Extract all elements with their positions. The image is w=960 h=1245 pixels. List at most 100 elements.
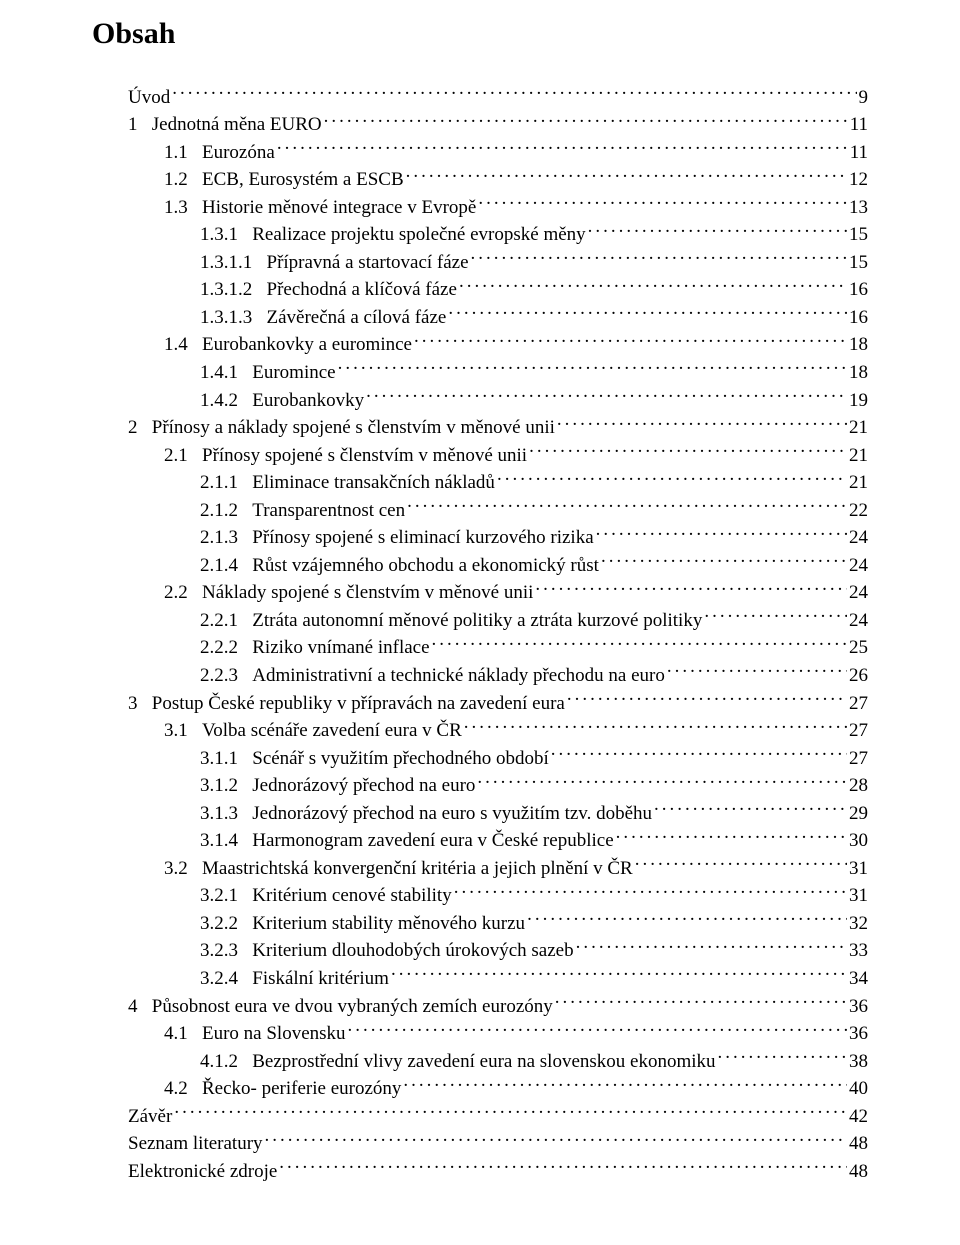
toc-entry-page: 36 bbox=[849, 993, 868, 1021]
toc-entry-page: 18 bbox=[849, 331, 868, 359]
toc-entry: 1.3.1.2 Přechodná a klíčová fáze 16 bbox=[92, 276, 868, 304]
toc-entry: 3.1.1 Scénář s využitím přechodného obdo… bbox=[92, 745, 868, 773]
toc-entry-label: 3.1.4 Harmonogram zavedení eura v České … bbox=[200, 827, 614, 855]
toc-entry-label: 3 Postup České republiky v přípravách na… bbox=[128, 690, 565, 718]
toc-entry-page: 24 bbox=[849, 552, 868, 580]
toc-entry-page: 21 bbox=[849, 469, 868, 497]
table-of-contents: Úvod91 Jednotná měna EURO111.1 Eurozóna1… bbox=[92, 84, 868, 1186]
toc-entry-label: 1.1 Eurozóna bbox=[164, 139, 275, 167]
toc-entry: Úvod 9 bbox=[92, 84, 868, 112]
toc-entry: 2.2 Náklady spojené s členstvím v měnové… bbox=[92, 579, 868, 607]
toc-entry-page: 32 bbox=[849, 910, 868, 938]
toc-entry: 2 Přínosy a náklady spojené s členstvím … bbox=[92, 414, 868, 442]
toc-leader-dots bbox=[477, 772, 847, 791]
toc-entry-label: 3.2.2 Kriterium stability měnového kurzu bbox=[200, 910, 525, 938]
toc-entry-label: 4.2 Řecko- periferie eurozóny bbox=[164, 1075, 401, 1103]
toc-entry: 1.3 Historie měnové integrace v Evropě13 bbox=[92, 194, 868, 222]
toc-leader-dots bbox=[471, 249, 847, 268]
toc-entry: 3.2 Maastrichtská konvergenční kritéria … bbox=[92, 855, 868, 883]
toc-entry-page: 9 bbox=[859, 84, 869, 112]
toc-leader-dots bbox=[464, 717, 847, 736]
toc-entry-label: 2.1.3 Přínosy spojené s eliminací kurzov… bbox=[200, 524, 594, 552]
toc-leader-dots bbox=[414, 331, 847, 350]
toc-entry-page: 27 bbox=[849, 745, 868, 773]
toc-leader-dots bbox=[406, 166, 847, 185]
toc-entry-label: 1.3 Historie měnové integrace v Evropě bbox=[164, 194, 476, 222]
toc-entry-label: 3.2.3 Kriterium dlouhodobých úrokových s… bbox=[200, 937, 574, 965]
toc-entry-label: 1.4.2 Eurobankovky bbox=[200, 387, 364, 415]
toc-entry-page: 16 bbox=[849, 276, 868, 304]
toc-entry-page: 48 bbox=[849, 1130, 868, 1158]
toc-leader-dots bbox=[667, 662, 847, 681]
toc-leader-dots bbox=[277, 139, 848, 158]
toc-entry-page: 33 bbox=[849, 937, 868, 965]
toc-entry-page: 21 bbox=[849, 414, 868, 442]
toc-entry-label: 2.1.1 Eliminace transakčních nákladů bbox=[200, 469, 495, 497]
toc-entry: 3.2.1 Kritérium cenové stability31 bbox=[92, 882, 868, 910]
toc-entry: 1.4.1 Euromince18 bbox=[92, 359, 868, 387]
toc-leader-dots bbox=[555, 993, 847, 1012]
toc-entry-label: 1.3.1.3 Závěrečná a cílová fáze bbox=[200, 304, 446, 332]
toc-entry: 4.1.2 Bezprostřední vlivy zavedení eura … bbox=[92, 1048, 868, 1076]
toc-entry: 3 Postup České republiky v přípravách na… bbox=[92, 690, 868, 718]
toc-leader-dots bbox=[601, 552, 847, 571]
toc-entry-page: 31 bbox=[849, 855, 868, 883]
toc-entry: 4 Působnost eura ve dvou vybraných zemíc… bbox=[92, 993, 868, 1021]
toc-entry: 1.3.1 Realizace projektu společné evrops… bbox=[92, 221, 868, 249]
toc-entry-page: 34 bbox=[849, 965, 868, 993]
toc-entry: Seznam literatury 48 bbox=[92, 1130, 868, 1158]
toc-leader-dots bbox=[265, 1130, 847, 1149]
toc-entry-page: 15 bbox=[849, 249, 868, 277]
toc-entry-label: Úvod bbox=[128, 84, 170, 112]
toc-entry-page: 11 bbox=[850, 111, 868, 139]
toc-entry: Závěr42 bbox=[92, 1103, 868, 1131]
toc-leader-dots bbox=[654, 800, 847, 819]
toc-leader-dots bbox=[718, 1048, 847, 1067]
toc-entry-label: 3.1.1 Scénář s využitím přechodného obdo… bbox=[200, 745, 549, 773]
toc-leader-dots bbox=[497, 469, 847, 488]
toc-entry-label: 3.2 Maastrichtská konvergenční kritéria … bbox=[164, 855, 633, 883]
toc-entry-label: Elektronické zdroje bbox=[128, 1158, 277, 1186]
toc-entry-label: 3.1.2 Jednorázový přechod na euro bbox=[200, 772, 475, 800]
toc-leader-dots bbox=[529, 442, 847, 461]
toc-entry-page: 29 bbox=[849, 800, 868, 828]
toc-entry-label: 3.1.3 Jednorázový přechod na euro s využ… bbox=[200, 800, 652, 828]
toc-entry-page: 19 bbox=[849, 387, 868, 415]
toc-entry-label: 1.3.1.2 Přechodná a klíčová fáze bbox=[200, 276, 457, 304]
toc-entry-page: 15 bbox=[849, 221, 868, 249]
toc-entry-label: 4 Působnost eura ve dvou vybraných zemíc… bbox=[128, 993, 553, 1021]
toc-entry: 1.2 ECB, Eurosystém a ESCB12 bbox=[92, 166, 868, 194]
toc-entry-page: 22 bbox=[849, 497, 868, 525]
toc-entry-label: 2.1.2 Transparentnost cen bbox=[200, 497, 405, 525]
toc-leader-dots bbox=[448, 304, 847, 323]
toc-entry-label: 2.2 Náklady spojené s členstvím v měnové… bbox=[164, 579, 533, 607]
toc-entry-label: 2 Přínosy a náklady spojené s členstvím … bbox=[128, 414, 555, 442]
toc-leader-dots bbox=[454, 882, 847, 901]
toc-leader-dots bbox=[616, 827, 847, 846]
page-title: Obsah bbox=[92, 12, 868, 56]
toc-entry: 3.1.4 Harmonogram zavedení eura v České … bbox=[92, 827, 868, 855]
toc-entry: 2.1.2 Transparentnost cen 22 bbox=[92, 497, 868, 525]
toc-leader-dots bbox=[324, 111, 848, 130]
toc-entry-label: 1.4.1 Euromince bbox=[200, 359, 336, 387]
toc-entry: 3.1 Volba scénáře zavedení eura v ČR27 bbox=[92, 717, 868, 745]
toc-entry-page: 48 bbox=[849, 1158, 868, 1186]
toc-entry-label: 3.2.4 Fiskální kritérium bbox=[200, 965, 389, 993]
toc-entry: 3.2.4 Fiskální kritérium 34 bbox=[92, 965, 868, 993]
toc-entry-label: 1.4 Eurobankovky a euromince bbox=[164, 331, 412, 359]
toc-leader-dots bbox=[576, 937, 847, 956]
toc-entry: 3.2.2 Kriterium stability měnového kurzu… bbox=[92, 910, 868, 938]
toc-entry-label: Seznam literatury bbox=[128, 1130, 263, 1158]
toc-leader-dots bbox=[174, 1103, 847, 1122]
toc-leader-dots bbox=[704, 607, 847, 626]
toc-entry-page: 11 bbox=[850, 139, 868, 167]
toc-entry: Elektronické zdroje 48 bbox=[92, 1158, 868, 1186]
toc-entry: 1.3.1.3 Závěrečná a cílová fáze16 bbox=[92, 304, 868, 332]
toc-leader-dots bbox=[557, 414, 847, 433]
toc-entry: 1 Jednotná měna EURO11 bbox=[92, 111, 868, 139]
toc-entry: 3.1.3 Jednorázový přechod na euro s využ… bbox=[92, 800, 868, 828]
toc-leader-dots bbox=[403, 1075, 847, 1094]
toc-entry: 1.1 Eurozóna 11 bbox=[92, 139, 868, 167]
toc-leader-dots bbox=[588, 221, 847, 240]
toc-leader-dots bbox=[535, 579, 847, 598]
